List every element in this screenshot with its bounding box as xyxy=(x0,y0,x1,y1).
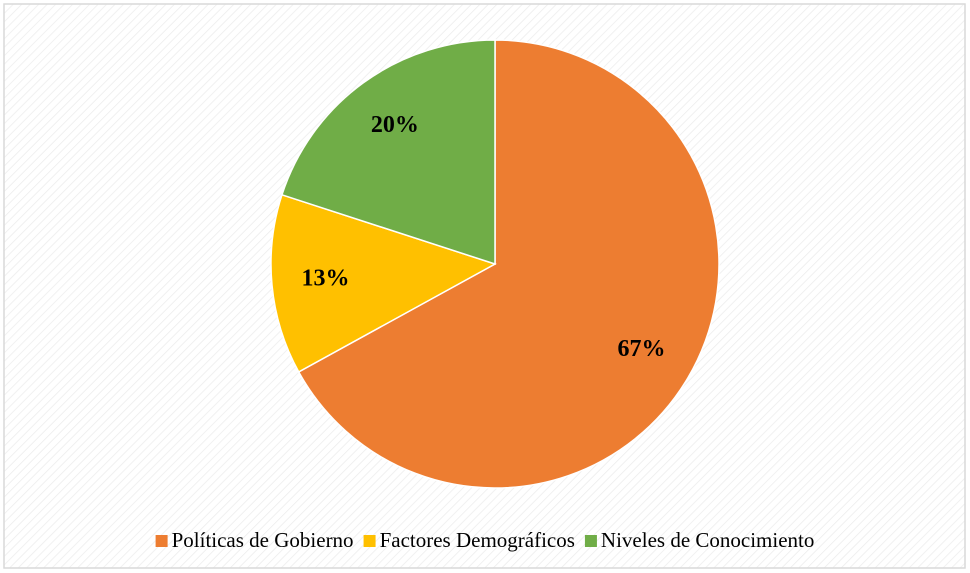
legend-label: Factores Demográficos xyxy=(380,528,575,552)
pie-slice xyxy=(270,193,497,373)
pie-slice xyxy=(281,39,496,266)
legend-swatch xyxy=(584,535,597,547)
legend-swatch xyxy=(155,535,168,547)
data-label: 13% xyxy=(302,266,350,292)
pie-slice xyxy=(297,39,720,489)
legend-swatch xyxy=(363,535,376,547)
data-label: 67% xyxy=(618,336,666,362)
legend-label: Niveles de Conocimiento xyxy=(601,528,814,552)
legend-label: Políticas de Gobierno xyxy=(172,528,354,552)
data-label: 20% xyxy=(371,112,419,138)
